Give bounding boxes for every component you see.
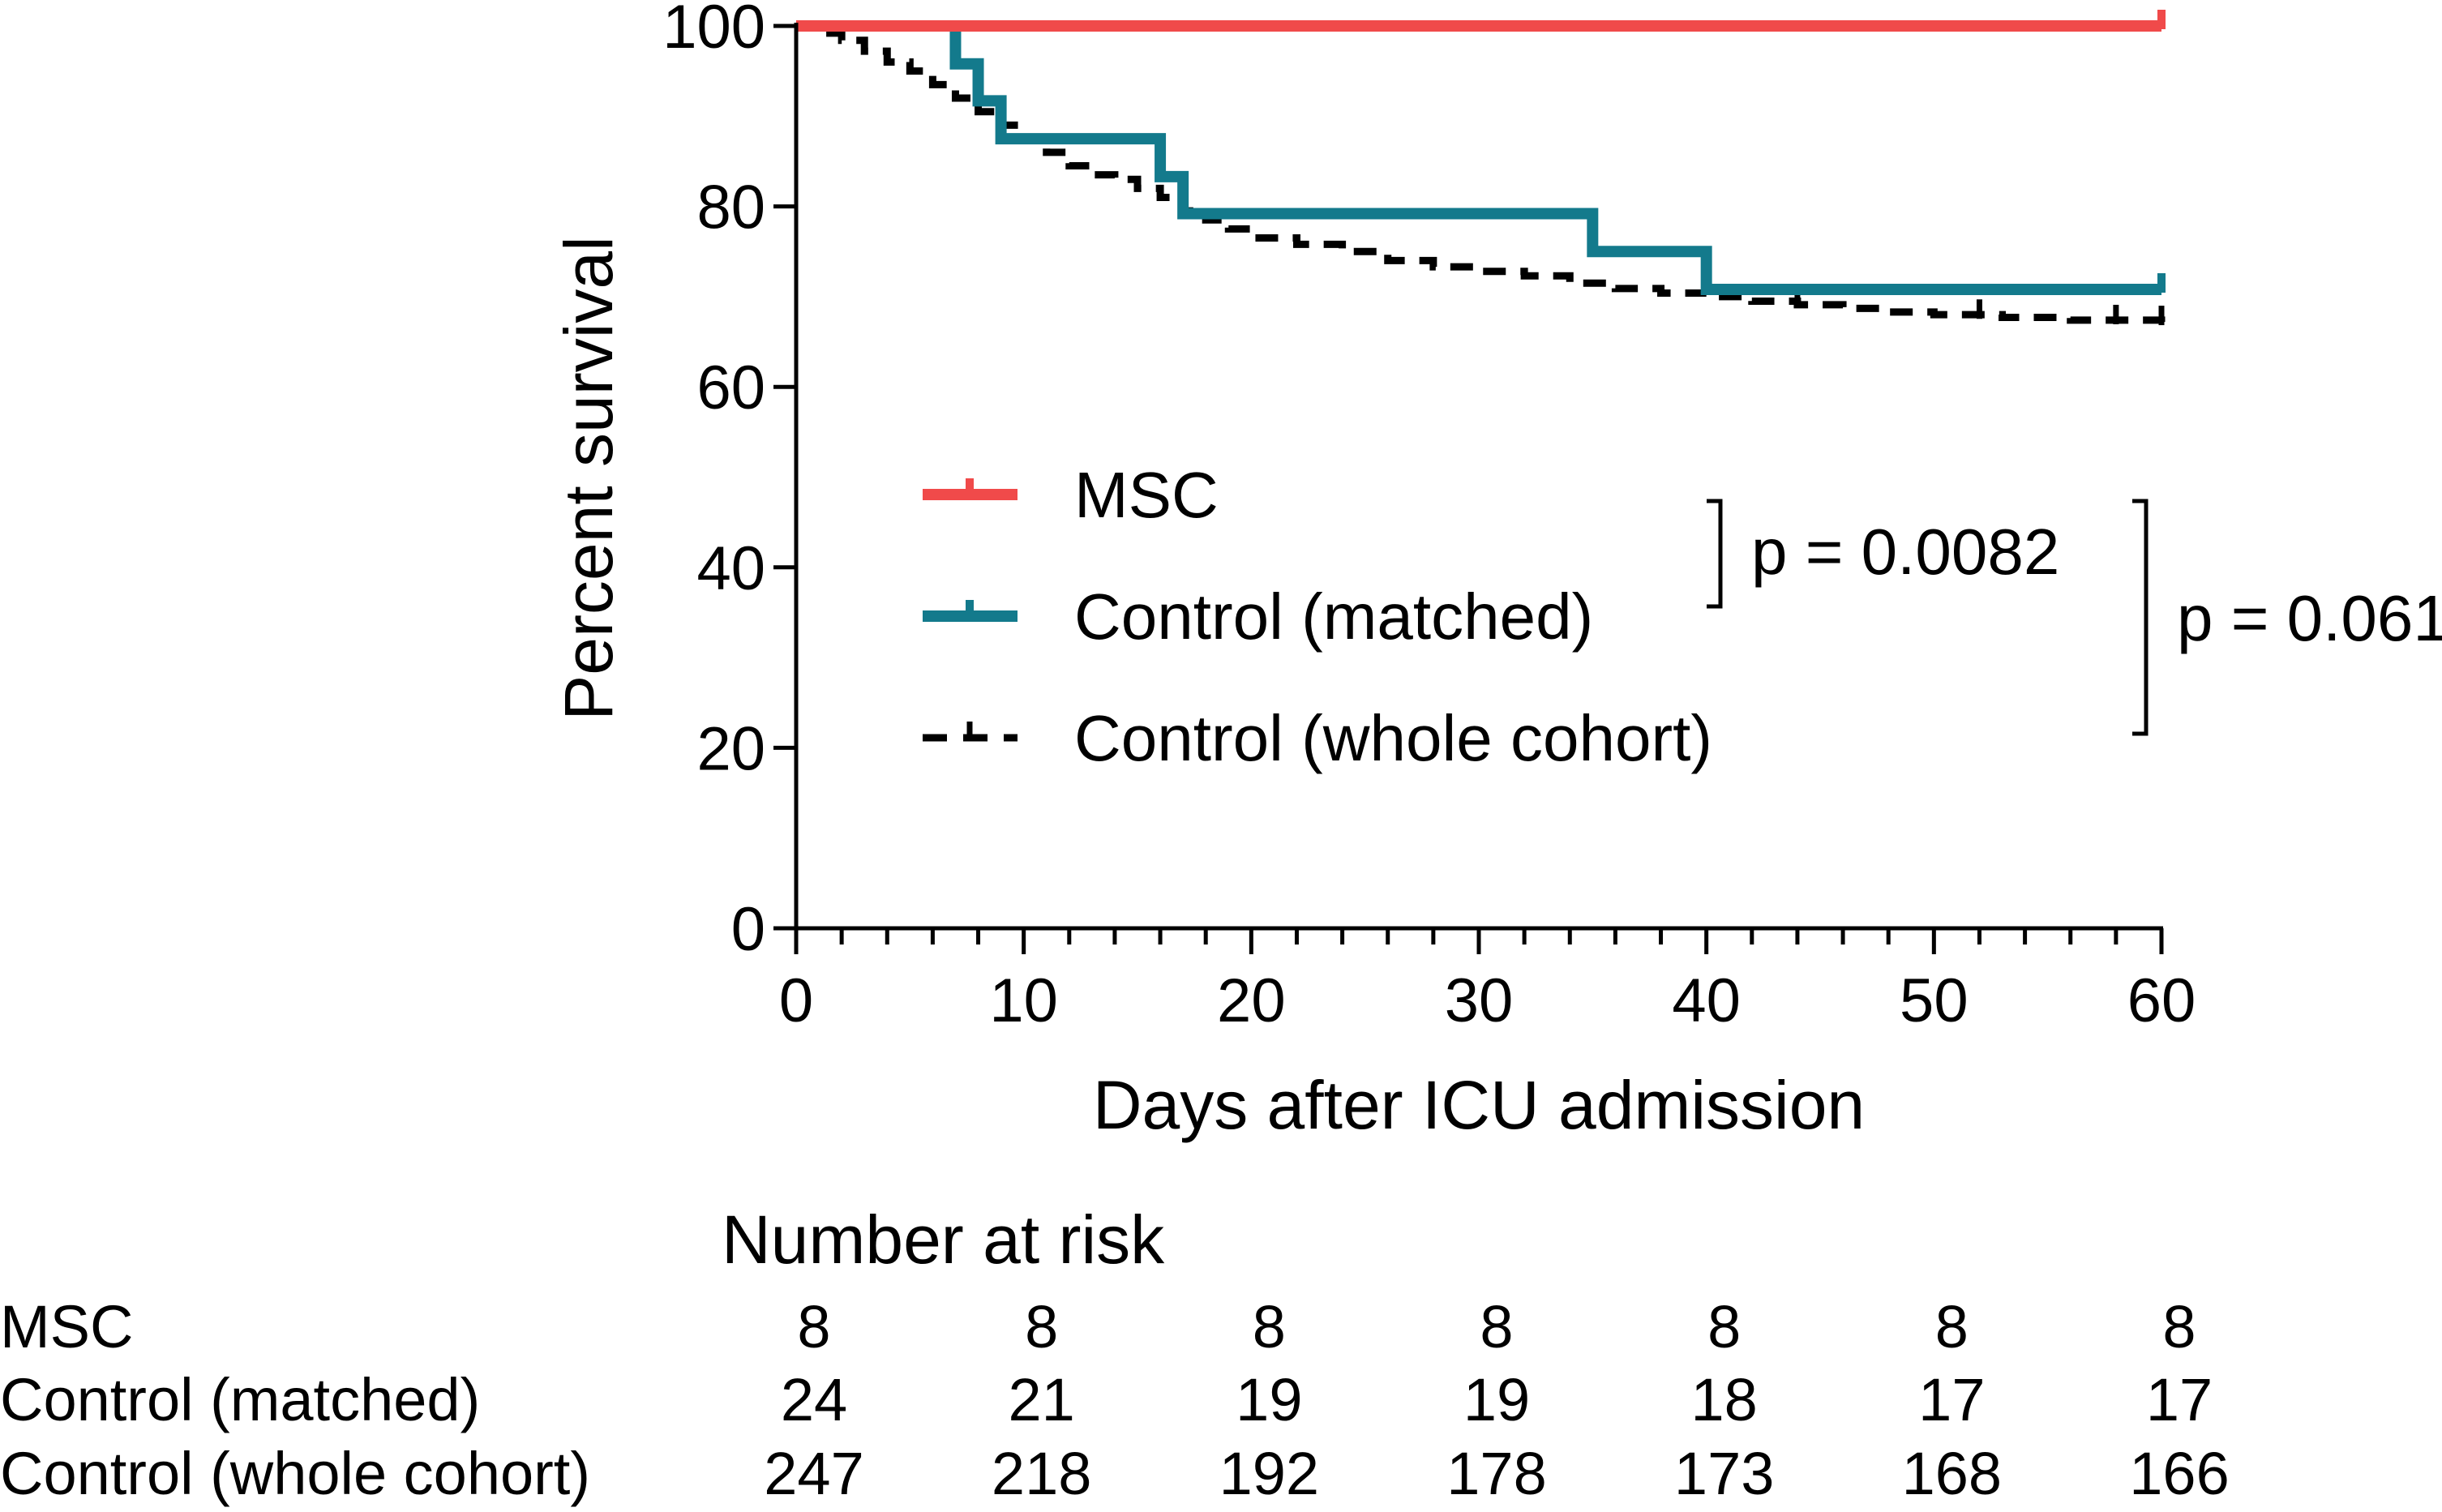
- x-tick-label-50: 50: [1900, 966, 1969, 1035]
- risk-value-control-whole-cohort-day-40: 173: [1674, 1440, 1774, 1507]
- y-tick-label-0: 0: [731, 895, 765, 964]
- risk-value-control-matched-day-10: 21: [1009, 1366, 1075, 1433]
- risk-table-title: Number at risk: [722, 1201, 1165, 1278]
- x-tick-label-60: 60: [2127, 966, 2196, 1035]
- y-tick-label-60: 60: [696, 353, 765, 422]
- risk-value-msc-day-40: 8: [1707, 1293, 1741, 1360]
- y-tick-label-40: 40: [696, 534, 765, 603]
- risk-value-msc-day-50: 8: [1935, 1293, 1969, 1360]
- legend-label-msc: MSC: [1074, 459, 1219, 531]
- y-tick-label-80: 80: [696, 173, 765, 242]
- x-axis-title: Days after ICU admission: [1093, 1067, 1865, 1143]
- risk-value-msc-day-20: 8: [1253, 1293, 1286, 1360]
- risk-value-control-whole-cohort-day-50: 168: [1902, 1440, 2002, 1507]
- risk-value-control-whole-cohort-day-10: 218: [992, 1440, 1091, 1507]
- risk-value-msc-day-10: 8: [1025, 1293, 1058, 1360]
- risk-row-label-control-whole-cohort: Control (whole cohort): [0, 1440, 590, 1507]
- pvalue-bracket-cohort: [2132, 499, 2149, 736]
- risk-value-control-matched-day-60: 17: [2146, 1366, 2213, 1433]
- risk-value-msc-day-30: 8: [1480, 1293, 1513, 1360]
- risk-value-control-matched-day-30: 19: [1463, 1366, 1530, 1433]
- y-tick-label-20: 20: [696, 714, 765, 783]
- risk-value-control-whole-cohort-day-30: 178: [1446, 1440, 1546, 1507]
- risk-value-control-matched-day-50: 17: [1918, 1366, 1985, 1433]
- risk-value-msc-day-60: 8: [2162, 1293, 2196, 1360]
- risk-value-control-whole-cohort-day-0: 247: [764, 1440, 863, 1507]
- x-tick-label-10: 10: [989, 966, 1058, 1035]
- x-tick-label-20: 20: [1217, 966, 1286, 1035]
- curve-control-whole-cohort: [796, 22, 2166, 324]
- pvalue-bracket-matched: [1707, 499, 1723, 609]
- risk-value-control-matched-day-0: 24: [781, 1366, 847, 1433]
- legend-label-control-matched: Control (matched): [1074, 580, 1593, 653]
- curve-control-matched: [796, 20, 2161, 295]
- pvalue-matched: p = 0.0082: [1751, 516, 2059, 588]
- risk-value-control-whole-cohort-day-60: 166: [2129, 1440, 2229, 1507]
- risk-row-label-control-matched: Control (matched): [0, 1366, 480, 1433]
- y-tick-label-100: 100: [662, 0, 765, 62]
- risk-value-control-whole-cohort-day-20: 192: [1219, 1440, 1319, 1507]
- x-tick-label-30: 30: [1445, 966, 1514, 1035]
- x-tick-label-40: 40: [1672, 966, 1741, 1035]
- risk-value-control-matched-day-20: 19: [1236, 1366, 1302, 1433]
- pvalue-cohort: p = 0.061: [2177, 582, 2442, 654]
- risk-value-msc-day-0: 8: [797, 1293, 830, 1360]
- x-tick-label-0: 0: [779, 966, 813, 1035]
- legend-label-control-whole-cohort: Control (whole cohort): [1074, 702, 1712, 774]
- y-axis-title: Percent survival: [551, 236, 627, 721]
- risk-row-label-msc: MSC: [0, 1293, 133, 1360]
- risk-value-control-matched-day-40: 18: [1691, 1366, 1758, 1433]
